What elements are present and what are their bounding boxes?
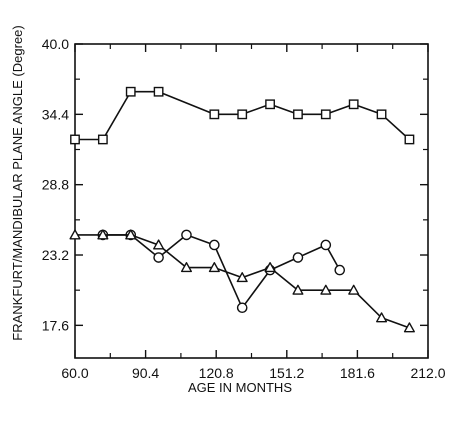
x-tick-label: 181.6 — [340, 365, 375, 381]
square-marker — [237, 109, 248, 120]
y-tick-label: 34.4 — [42, 106, 69, 122]
square-marker — [97, 134, 108, 145]
triangle-marker — [403, 322, 415, 333]
x-tick-label: 151.2 — [269, 365, 304, 381]
x-tick-label: 120.8 — [199, 365, 234, 381]
y-tick-label: 17.6 — [42, 317, 69, 333]
triangle-marker — [376, 312, 388, 323]
x-tick-label: 90.4 — [132, 365, 159, 381]
x-axis-title: AGE IN MONTHS — [188, 380, 292, 395]
triangle-marker — [264, 262, 276, 273]
circle-marker — [292, 252, 304, 263]
y-tick-label: 40.0 — [42, 36, 69, 52]
square-marker — [70, 134, 80, 145]
square-marker — [265, 99, 275, 110]
triangle-marker — [320, 284, 332, 295]
square-marker — [125, 86, 136, 97]
triangle-marker — [69, 229, 81, 240]
square-marker — [293, 109, 303, 120]
square-marker — [320, 109, 331, 120]
triangle-marker — [153, 239, 165, 250]
series-line-circle — [102, 234, 341, 309]
square-marker — [348, 99, 359, 110]
triangle-marker — [180, 262, 193, 273]
series-circle — [97, 229, 346, 314]
series-square — [70, 86, 415, 145]
circle-marker — [209, 239, 220, 251]
triangle-marker — [292, 284, 304, 295]
triangle-marker — [208, 262, 220, 273]
triangle-marker — [97, 229, 109, 240]
triangle-marker — [125, 229, 137, 240]
circle-marker — [320, 239, 332, 251]
triangle-marker — [348, 284, 360, 295]
series-triangle — [69, 229, 415, 333]
chart-series — [69, 86, 415, 333]
square-marker — [376, 109, 387, 120]
circle-marker — [153, 252, 164, 263]
chart-ticks: 17.6 23.2 28.8 34.4 40.0 60.0 90.4 120.8 151.2 18… — [42, 36, 446, 381]
circle-marker — [236, 302, 248, 314]
circle-marker — [334, 264, 346, 276]
triangle-marker — [236, 272, 248, 283]
square-marker — [209, 109, 220, 120]
x-tick-label: 212.0 — [410, 365, 445, 381]
y-tick-label: 28.8 — [42, 177, 69, 193]
x-tick-label: 60.0 — [61, 365, 88, 381]
square-marker — [153, 86, 164, 97]
square-marker — [404, 134, 415, 145]
circle-marker — [181, 229, 192, 241]
y-tick-label: 23.2 — [42, 247, 69, 263]
y-axis-title: FRANKFURT/MANDIBULAR PLANE ANGLE (Degree… — [10, 25, 25, 340]
